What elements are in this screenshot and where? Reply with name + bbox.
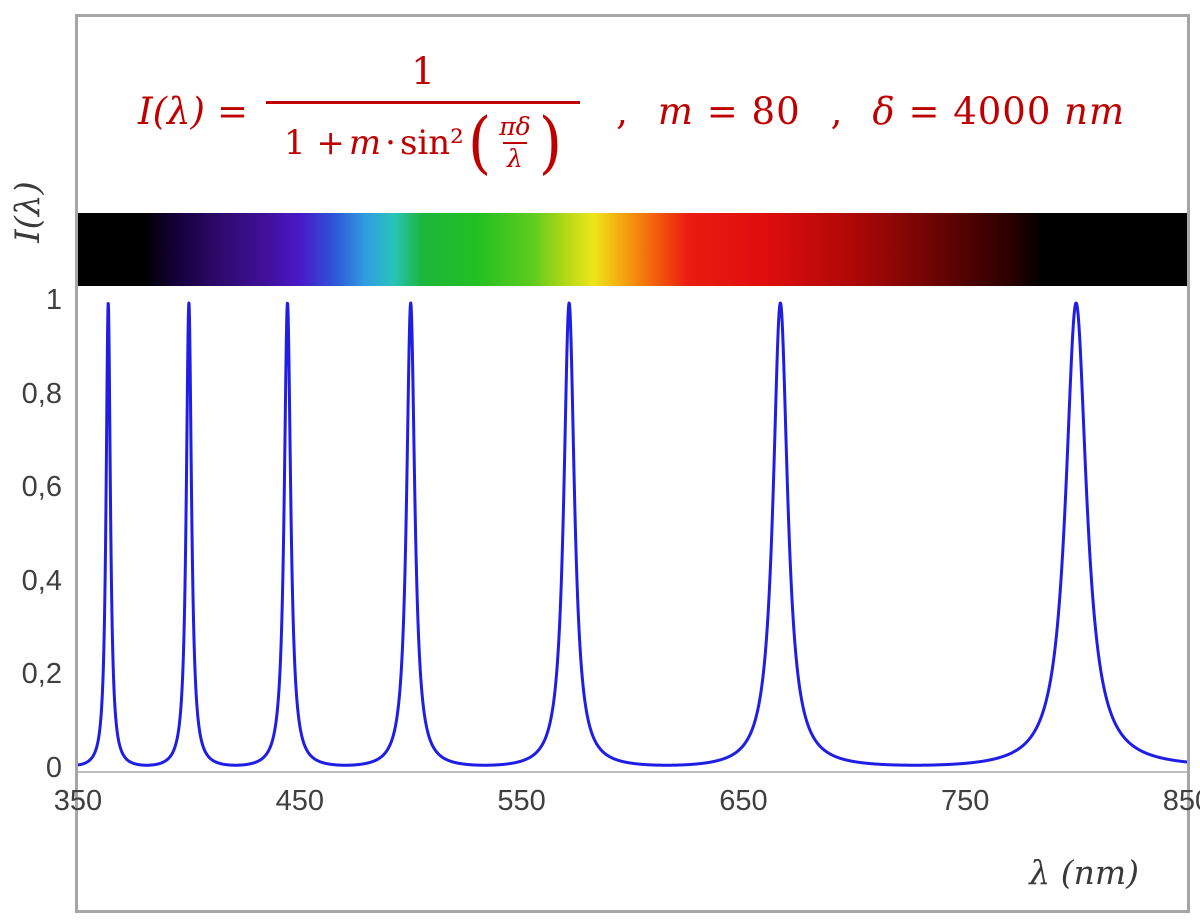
close-paren: ) [538,103,563,182]
param-m-value: = 80 [706,89,801,133]
den-dot: · [385,123,396,163]
comma-separator: , [616,89,628,133]
den-one-plus: 1 + [283,123,345,163]
y-tick-label: 0,8 [21,378,62,410]
x-tick-label: 550 [497,785,546,817]
x-tick-label: 750 [940,785,990,817]
param-delta-symbol: δ [872,89,896,133]
fraction-numerator: 1 [411,49,435,93]
den-m: m [348,123,382,163]
fraction-denominator: 1 + m · sin² ( πδ λ ) [265,100,581,182]
param-m-symbol: m [657,89,694,133]
chart-frame: I(λ) = 1 1 + m · sin² ( πδ λ ) , m = [54,14,1200,913]
formula: I(λ) = 1 1 + m · sin² ( πδ λ ) , m = [138,23,1177,199]
y-tick-label: 1 [45,284,62,316]
formula-lhs: I(λ) [138,89,205,133]
curve-svg [78,286,1187,773]
x-tick-label: 450 [275,785,324,817]
spectrum-bar [78,213,1187,286]
x-tick-label: 350 [53,785,103,817]
x-tick-label: 850 [1162,785,1200,817]
y-tick-label: 0,2 [21,658,62,690]
plot-area [78,286,1187,773]
y-tick-label: 0,4 [21,565,62,597]
y-tick-labels: 1 0,8 0,6 0,4 0,2 0 [0,0,62,924]
param-m: m = 80 [658,90,801,133]
x-tick-labels: 350 450 550 650 750 850 [54,785,1200,821]
inner-fraction: πδ λ [495,111,534,173]
formula-fraction: 1 1 + m · sin² ( πδ λ ) [265,49,581,182]
intensity-curve [78,303,1187,765]
y-tick-label: 0,6 [21,471,62,503]
x-tick-label: 650 [719,785,768,817]
y-tick-label: 0 [45,752,62,784]
den-sin: sin² [399,123,464,163]
open-paren: ( [467,103,492,182]
x-axis-title: λ (nm) [1029,853,1139,892]
param-delta-value: = 4000 [908,89,1052,133]
comma-separator: , [830,89,843,133]
param-delta: δ = 4000 nm [872,90,1125,133]
inner-numerator: πδ [499,111,531,141]
x-axis-line [78,771,1187,773]
inner-denominator: λ [503,142,527,172]
param-delta-unit: nm [1064,89,1126,133]
formula-equals: = [216,89,248,133]
